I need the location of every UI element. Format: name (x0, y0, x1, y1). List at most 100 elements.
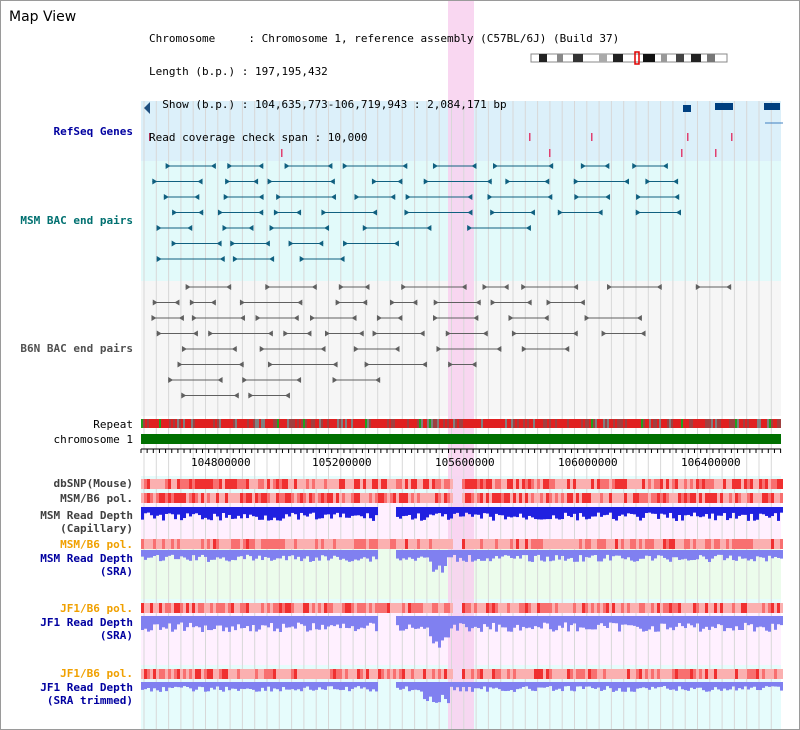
bac-end-marker (311, 284, 317, 290)
pol-cell (156, 669, 159, 679)
depth-bar (729, 550, 732, 556)
pol-cell (231, 479, 234, 489)
depth-bar (351, 616, 354, 627)
depth-bar (771, 616, 774, 624)
gene-marker (591, 133, 593, 141)
repeat-segment (307, 419, 309, 428)
bac-end-marker (375, 377, 381, 383)
depth-bar (318, 550, 321, 561)
pol-cell (207, 479, 210, 489)
label-jf1-depth-sra[interactable]: JF1 Read Depth (SRA) (40, 616, 133, 642)
label-jf1-b6-pol[interactable]: JF1/B6 pol. (60, 602, 133, 615)
repeat-segment (221, 419, 223, 428)
bac-end-marker (223, 194, 229, 200)
depth-bar (405, 682, 408, 687)
depth-bar (627, 550, 630, 558)
repeat-segment (353, 419, 355, 428)
pol-cell (441, 669, 444, 679)
depth-bar (336, 682, 339, 690)
depth-bar (699, 550, 702, 556)
label-jf1-b6-pol-2[interactable]: JF1/B6 pol. (60, 667, 133, 680)
repeat-segment (697, 419, 699, 428)
repeat-segment (281, 419, 283, 428)
pol-cell (444, 493, 447, 503)
depth-bar (726, 616, 729, 629)
repeat-segment (427, 419, 429, 428)
label-msm-bac[interactable]: MSM BAC end pairs (20, 214, 133, 227)
pol-cell (636, 493, 639, 503)
repeat-segment (197, 419, 199, 428)
label-jf1-depth-trim[interactable]: JF1 Read Depth (SRA trimmed) (40, 681, 133, 707)
depth-bar (456, 507, 459, 513)
depth-bar (573, 507, 576, 514)
bac-end-marker (351, 315, 357, 321)
depth-bar (597, 682, 600, 688)
repeat-segment (451, 419, 453, 428)
pol-cell (462, 603, 465, 613)
pol-cell (330, 493, 333, 503)
depth-bar (696, 507, 699, 517)
label-dbsnp[interactable]: dbSNP(Mouse) (53, 477, 133, 490)
pol-cell (192, 539, 195, 549)
label-msm-b6-pol-2[interactable]: MSM/B6 pol. (60, 538, 133, 551)
pol-cell (348, 539, 351, 549)
pol-cell (648, 669, 651, 679)
bac-end-marker (217, 377, 223, 383)
label-msm-depth-sra[interactable]: MSM Read Depth (SRA) (40, 552, 133, 578)
bac-end-marker (525, 225, 531, 231)
depth-bar (285, 550, 288, 561)
depth-bar (255, 507, 258, 517)
pol-cell (261, 479, 264, 489)
repeat-segment (727, 419, 729, 428)
label-b6n-bac[interactable]: B6N BAC end pairs (20, 342, 133, 355)
pol-cell (357, 479, 360, 489)
bac-end-marker (239, 315, 245, 321)
pol-cell (321, 479, 324, 489)
repeat-segment (723, 419, 725, 428)
chromosome-info: Chromosome : Chromosome 1, reference ass… (149, 11, 619, 165)
pol-cell (327, 669, 330, 679)
pol-cell (732, 479, 735, 489)
depth-bar (267, 682, 270, 687)
label-msm-depth-cap[interactable]: MSM Read Depth (Capillary) (40, 509, 133, 535)
depth-bar (531, 550, 534, 562)
label-refseq[interactable]: RefSeq Genes (53, 125, 133, 138)
repeat-segment (263, 419, 265, 428)
pol-cell (777, 479, 780, 489)
depth-bar (297, 550, 300, 557)
depth-bar (492, 507, 495, 521)
repeat-segment (501, 419, 503, 428)
repeat-segment (775, 419, 777, 428)
depth-bar (555, 616, 558, 631)
pol-cell (405, 479, 408, 489)
pol-cell (618, 603, 621, 613)
pol-cell (771, 539, 774, 549)
pol-cell (564, 479, 567, 489)
pol-cell (165, 479, 168, 489)
pol-cell (141, 669, 144, 679)
depth-bar (342, 507, 345, 514)
label-msm-b6-pol[interactable]: MSM/B6 pol. (60, 492, 133, 505)
depth-bar (207, 550, 210, 562)
repeat-segment (771, 419, 773, 428)
pol-cell (723, 539, 726, 549)
depth-bar (741, 682, 744, 690)
pol-cell (291, 669, 294, 679)
depth-bar (639, 616, 642, 629)
pol-cell (756, 669, 759, 679)
depth-bar (237, 507, 240, 516)
bac-end-marker (482, 330, 488, 337)
repeat-segment (589, 419, 591, 428)
depth-bar (351, 507, 354, 516)
pol-cell (582, 669, 585, 679)
depth-bar (447, 616, 450, 638)
repeat-segment (643, 419, 645, 428)
repeat-segment (761, 419, 763, 428)
pol-cell (204, 539, 207, 549)
pol-cell (192, 479, 195, 489)
pol-cell (468, 479, 471, 489)
depth-bar (396, 550, 399, 559)
depth-bar (678, 507, 681, 516)
depth-bar (540, 550, 543, 561)
depth-bar (567, 550, 570, 559)
